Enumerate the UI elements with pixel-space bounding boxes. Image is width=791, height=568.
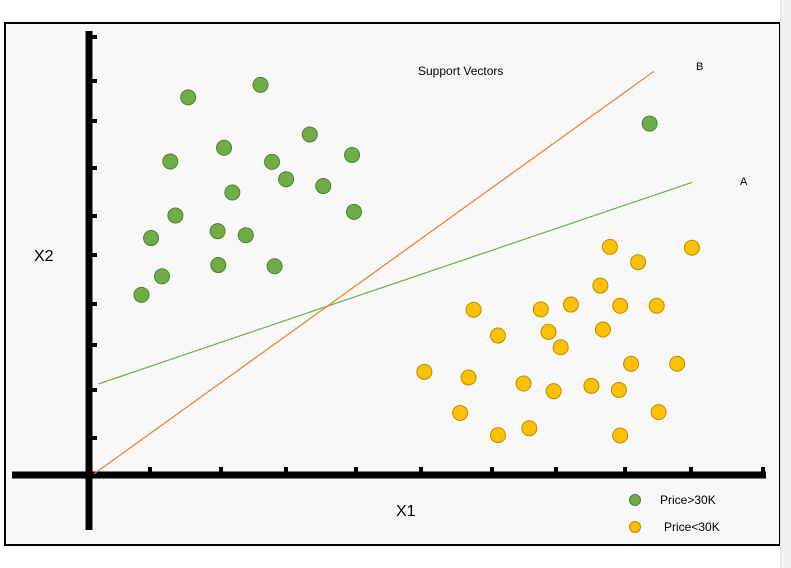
x-axis-ticks — [148, 467, 765, 475]
price-over-30k-point — [252, 76, 269, 93]
legend-green-marker — [629, 494, 641, 506]
line-b — [93, 70, 655, 475]
data-points — [133, 76, 700, 444]
line-a — [98, 181, 693, 385]
price-under-30k-point — [521, 420, 538, 437]
price-over-30k-point — [210, 257, 227, 274]
price-over-30k-point — [162, 153, 179, 170]
price-under-30k-point — [610, 381, 627, 398]
price-over-30k-point — [143, 230, 160, 247]
price-over-30k-point — [315, 178, 332, 195]
axes — [12, 31, 766, 530]
price-under-30k-point — [562, 296, 579, 313]
price-under-30k-point — [545, 383, 562, 400]
y-axis-ticks — [89, 35, 97, 440]
vertical-scrollbar[interactable] — [780, 0, 791, 568]
price-under-30k-point — [601, 238, 618, 255]
price-over-30k-point — [301, 126, 318, 143]
price-over-30k-point — [266, 258, 283, 275]
legend-yellow-marker — [629, 521, 641, 533]
price-over-30k-point — [345, 203, 362, 220]
legend-yellow-label: Price<30K — [664, 520, 720, 534]
price-over-30k-point — [237, 227, 254, 244]
legend: Price>30K Price<30K — [629, 493, 720, 534]
y-axis-label: X2 — [34, 248, 54, 265]
price-over-30k-point — [264, 153, 281, 170]
price-over-30k-point — [153, 268, 170, 285]
price-over-30k-point — [344, 147, 361, 164]
price-under-30k-point — [583, 377, 600, 394]
chart-title: Support Vectors — [418, 64, 503, 78]
price-under-30k-point — [630, 254, 647, 271]
price-under-30k-point — [623, 355, 640, 372]
price-under-30k-point — [540, 323, 557, 340]
price-under-30k-point — [552, 339, 569, 356]
line-a-label: A — [740, 176, 748, 188]
price-under-30k-point — [592, 277, 609, 294]
price-under-30k-point — [532, 301, 549, 318]
price-under-30k-point — [612, 297, 629, 314]
separating-lines — [93, 70, 693, 475]
price-under-30k-point — [669, 355, 686, 372]
price-under-30k-point — [594, 321, 611, 338]
price-over-30k-point — [224, 184, 241, 201]
price-under-30k-point — [683, 239, 700, 256]
price-under-30k-point — [489, 427, 506, 444]
price-under-30k-point — [465, 301, 482, 318]
price-under-30k-point — [515, 375, 532, 392]
price-under-30k-point — [489, 327, 506, 344]
price-over-30k-point — [216, 139, 233, 156]
price-over-30k-point — [641, 115, 658, 132]
price-over-30k-point — [133, 286, 150, 303]
price-under-30k-point — [416, 363, 433, 380]
price-under-30k-point — [452, 404, 469, 421]
line-b-label: B — [696, 61, 703, 73]
price-under-30k-point — [612, 427, 629, 444]
price-over-30k-point — [278, 171, 295, 188]
x-axis-label: X1 — [396, 503, 416, 520]
price-under-30k-point — [648, 297, 665, 314]
legend-green-label: Price>30K — [660, 493, 716, 507]
price-over-30k-point — [167, 207, 184, 224]
price-under-30k-point — [650, 404, 667, 421]
price-over-30k-point — [180, 89, 197, 106]
price-over-30k-point — [209, 223, 226, 240]
price-under-30k-point — [460, 369, 477, 386]
